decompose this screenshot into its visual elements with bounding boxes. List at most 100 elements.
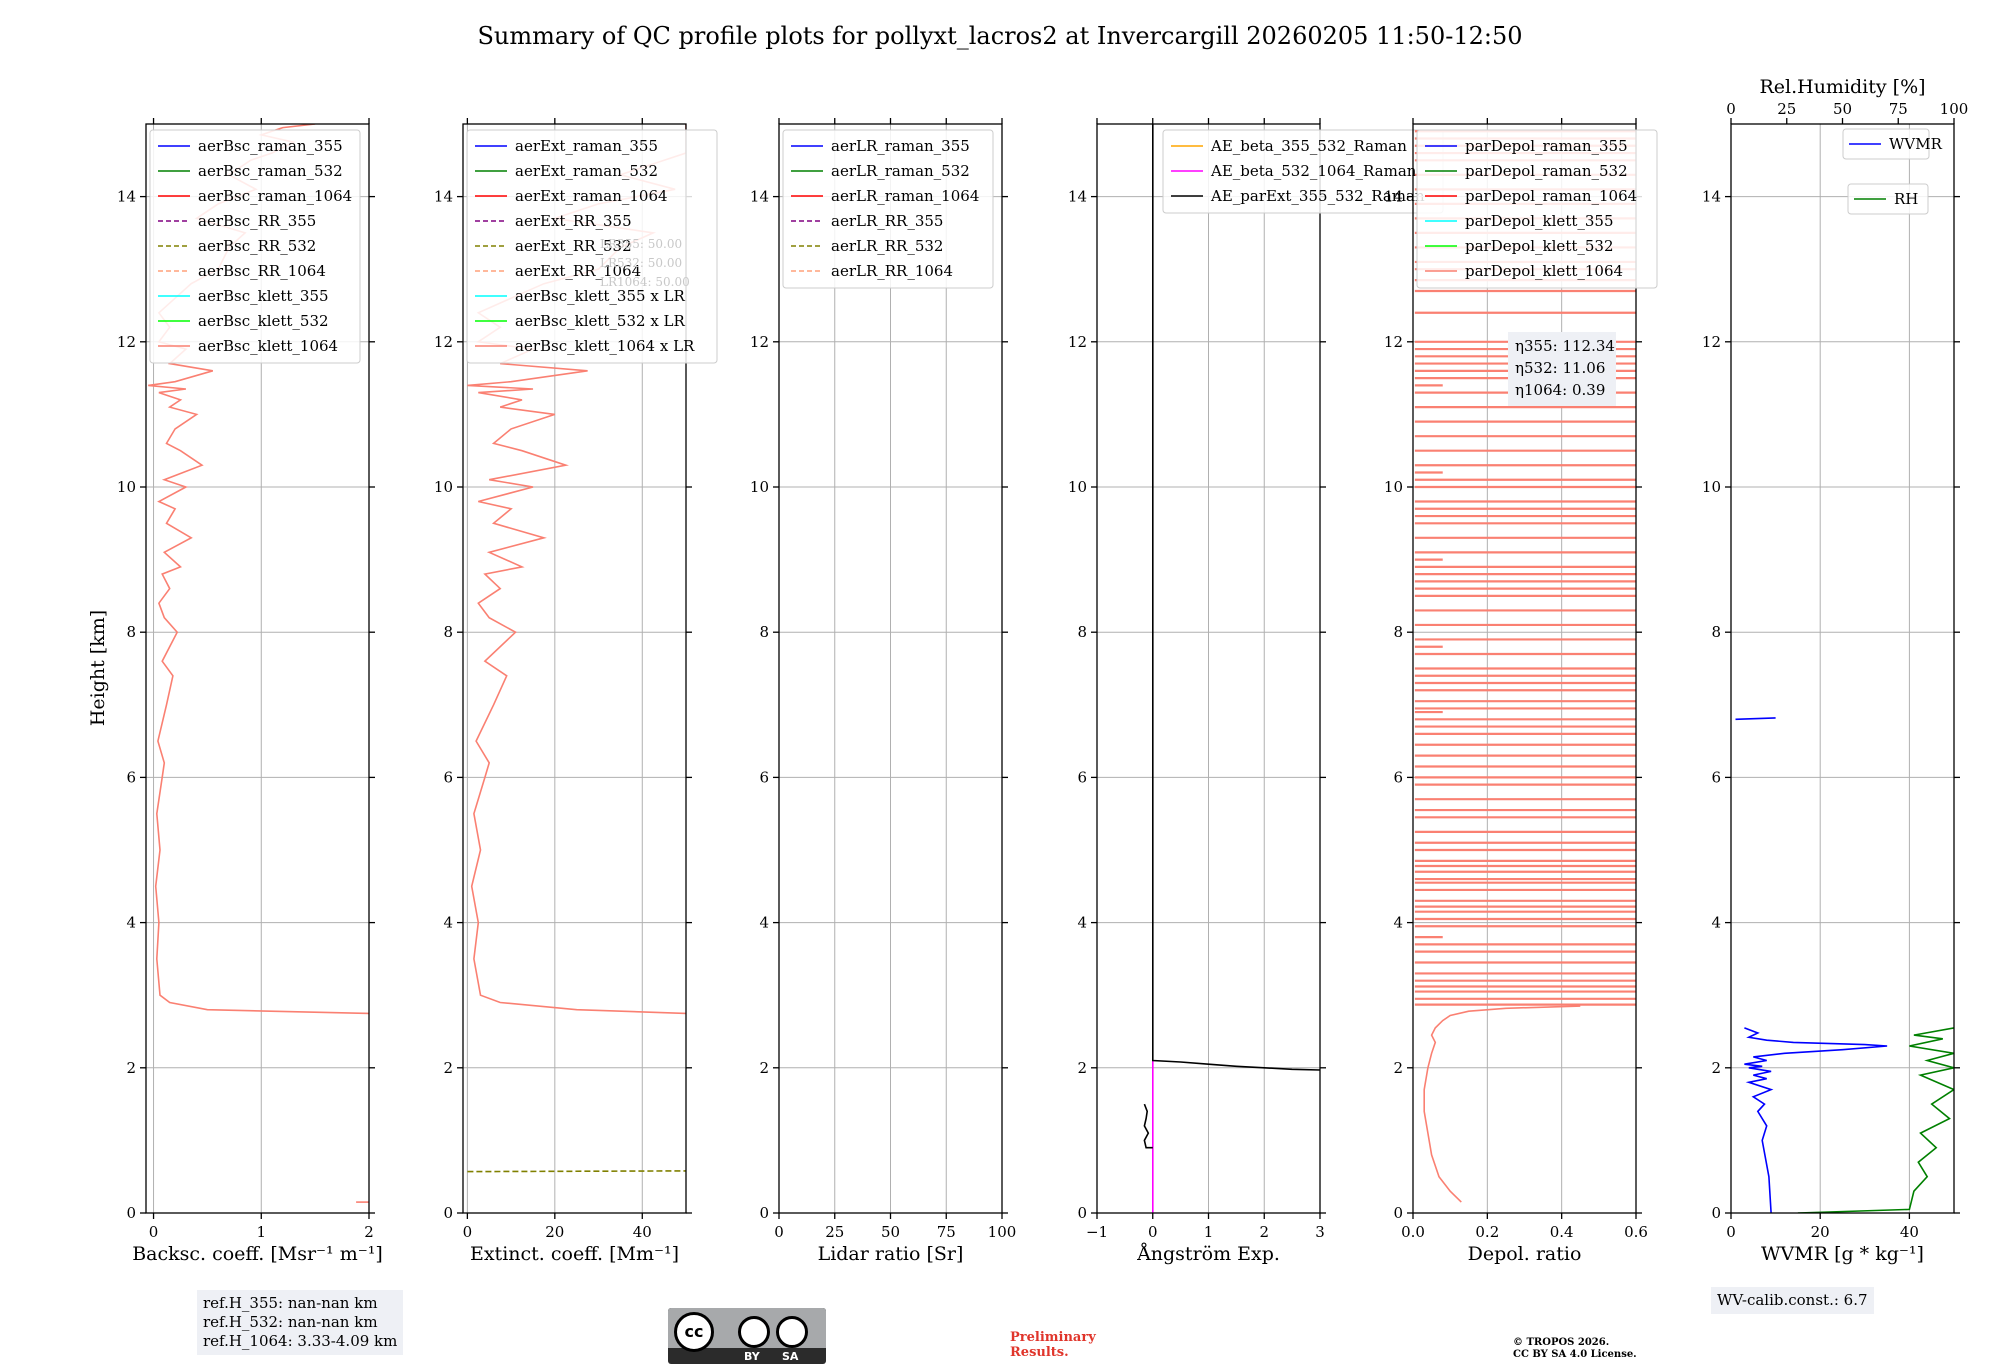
depol-eta-label-2: η1064: 0.39 bbox=[1515, 381, 1605, 399]
wv-series-WVMR_6.8 bbox=[1735, 717, 1776, 721]
wv-ytick-label-10: 10 bbox=[1702, 478, 1721, 496]
ae-xtick-label-4: 3 bbox=[1315, 1223, 1325, 1241]
ext-xtick-label-1: 20 bbox=[545, 1223, 564, 1241]
ext-ytick-label-8: 8 bbox=[443, 623, 453, 641]
bsc-xtick-label-0: 0 bbox=[149, 1223, 159, 1241]
wv-ytick-label-2: 2 bbox=[1711, 1059, 1721, 1077]
tropos-line-1: © TROPOS 2026. bbox=[1513, 1337, 1610, 1348]
wv-x2tick-label-4: 100 bbox=[1940, 100, 1969, 118]
refh-355: ref.H_355: nan-nan km bbox=[203, 1294, 378, 1312]
ref-height-box: ref.H_355: nan-nan km ref.H_532: nan-nan… bbox=[197, 1290, 404, 1355]
ae-ytick-label-14: 14 bbox=[1068, 188, 1087, 206]
cc-sa-label: SA bbox=[782, 1350, 799, 1363]
wv-ytick-label-8: 8 bbox=[1711, 623, 1721, 641]
wv-xtick-label-1: 20 bbox=[1811, 1223, 1830, 1241]
wv-ytick-label-12: 12 bbox=[1702, 333, 1721, 351]
bsc-ytick-label-4: 4 bbox=[126, 914, 136, 932]
depol-eta-label-1: η532: 11.06 bbox=[1515, 359, 1605, 377]
lr-xtick-label-1: 25 bbox=[825, 1223, 844, 1241]
ext-ytick-label-0: 0 bbox=[443, 1204, 453, 1222]
depol-xtick-label-3: 0.6 bbox=[1624, 1223, 1648, 1241]
bsc-legend-label-2: aerBsc_raman_1064 bbox=[198, 187, 352, 205]
depol-frame bbox=[1412, 123, 1637, 1214]
wv-x2tick-label-1: 25 bbox=[1777, 100, 1796, 118]
ext-lr-label-2: LR1064: 50.00 bbox=[600, 275, 690, 289]
preliminary-note: Preliminary Results. bbox=[1010, 1330, 1096, 1360]
lr-ytick-label-0: 0 bbox=[759, 1204, 769, 1222]
lr-legend-label-1: aerLR_raman_532 bbox=[831, 162, 970, 180]
lr-xlabel: Lidar ratio [Sr] bbox=[818, 1243, 964, 1265]
lr-xtick-label-0: 0 bbox=[774, 1223, 784, 1241]
by-person-icon bbox=[738, 1316, 770, 1348]
figure-title: Summary of QC profile plots for pollyxt_… bbox=[477, 22, 1523, 50]
lr-legend-label-2: aerLR_raman_1064 bbox=[831, 187, 979, 205]
cc-icon: cc bbox=[674, 1312, 714, 1352]
ext-lr-label-1: LR532: 50.00 bbox=[600, 256, 682, 270]
sa-share-icon bbox=[776, 1316, 808, 1348]
lr-xtick-label-4: 100 bbox=[988, 1223, 1017, 1241]
depol-legend-label-5: parDepol_klett_1064 bbox=[1465, 262, 1623, 280]
wv-x2tick-label-0: 0 bbox=[1726, 100, 1736, 118]
ext-legend-label-4: aerExt_RR_532 bbox=[515, 237, 632, 255]
lr-legend-label-3: aerLR_RR_355 bbox=[831, 212, 943, 230]
bsc-ytick-label-6: 6 bbox=[126, 768, 136, 786]
prelim-line-2: Results. bbox=[1010, 1345, 1069, 1360]
lr-ytick-label-6: 6 bbox=[759, 768, 769, 786]
bsc-legend-label-4: aerBsc_RR_532 bbox=[198, 237, 316, 255]
ext-series-aerExt_RR_532 bbox=[467, 1170, 686, 1173]
wv-legend-box-1 bbox=[1847, 183, 1929, 215]
cc-license-logo: cc BY SA bbox=[668, 1308, 826, 1364]
bsc-legend-label-8: aerBsc_klett_1064 bbox=[198, 337, 338, 355]
ae-ytick-label-0: 0 bbox=[1077, 1204, 1087, 1222]
lr-ytick-label-10: 10 bbox=[750, 478, 769, 496]
lr-ytick-label-4: 4 bbox=[759, 914, 769, 932]
lr-ytick-label-14: 14 bbox=[750, 188, 769, 206]
bsc-xlabel: Backsc. coeff. [Msr⁻¹ m⁻¹] bbox=[132, 1243, 383, 1265]
bsc-legend-label-1: aerBsc_raman_532 bbox=[198, 162, 343, 180]
ext-ytick-label-2: 2 bbox=[443, 1059, 453, 1077]
depol-xtick-label-0: 0.0 bbox=[1401, 1223, 1425, 1241]
bsc-ytick-label-10: 10 bbox=[117, 478, 136, 496]
bsc-legend-label-0: aerBsc_raman_355 bbox=[198, 137, 343, 155]
ext-ytick-label-14: 14 bbox=[434, 188, 453, 206]
ext-ytick-label-12: 12 bbox=[434, 333, 453, 351]
depol-xtick-label-1: 0.2 bbox=[1475, 1223, 1499, 1241]
ext-ytick-label-4: 4 bbox=[443, 914, 453, 932]
depol-xtick-label-2: 0.4 bbox=[1550, 1223, 1574, 1241]
lr-ytick-label-2: 2 bbox=[759, 1059, 769, 1077]
refh-1064: ref.H_1064: 3.33-4.09 km bbox=[203, 1332, 398, 1350]
bsc-ytick-label-2: 2 bbox=[126, 1059, 136, 1077]
wv-ytick-label-0: 0 bbox=[1711, 1204, 1721, 1222]
bsc-legend-label-3: aerBsc_RR_355 bbox=[198, 212, 316, 230]
ext-legend-label-0: aerExt_raman_355 bbox=[515, 137, 658, 155]
bsc-legend-label-7: aerBsc_klett_532 bbox=[198, 312, 329, 330]
ext-legend-label-5: aerExt_RR_1064 bbox=[515, 262, 641, 280]
bsc-xtick-label-2: 2 bbox=[364, 1223, 374, 1241]
lr-ytick-label-12: 12 bbox=[750, 333, 769, 351]
ext-legend-label-7: aerBsc_klett_532 x LR bbox=[515, 312, 686, 330]
ae-legend-label-0: AE_beta_355_532_Raman bbox=[1210, 137, 1407, 155]
depol-legend-box bbox=[1416, 129, 1658, 289]
bsc-legend-label-6: aerBsc_klett_355 bbox=[198, 287, 329, 305]
bsc-ytick-label-14: 14 bbox=[117, 188, 136, 206]
depol-ytick-label-4: 4 bbox=[1393, 914, 1403, 932]
lr-legend-label-0: aerLR_raman_355 bbox=[831, 137, 970, 155]
depol-legend-label-3: parDepol_klett_355 bbox=[1465, 212, 1614, 230]
ae-legend-label-2: AE_parExt_355_532_Raman bbox=[1210, 187, 1425, 205]
cc-by-label: BY bbox=[744, 1350, 760, 1363]
wv-xtick-label-2: 40 bbox=[1900, 1223, 1919, 1241]
ae-xtick-label-0: −1 bbox=[1086, 1223, 1108, 1241]
ae-xtick-label-1: 0 bbox=[1148, 1223, 1158, 1241]
ext-ytick-label-10: 10 bbox=[434, 478, 453, 496]
ae-xlabel: Ångström Exp. bbox=[1136, 1243, 1280, 1265]
ext-legend-box bbox=[466, 129, 718, 364]
prelim-line-1: Preliminary bbox=[1010, 1330, 1096, 1345]
depol-ytick-label-8: 8 bbox=[1393, 623, 1403, 641]
wv-x2label: Rel.Humidity [%] bbox=[1759, 76, 1925, 98]
depol-ytick-label-12: 12 bbox=[1384, 333, 1403, 351]
wv-legend-label-0: WVMR bbox=[1889, 135, 1943, 153]
ae-ytick-label-4: 4 bbox=[1077, 914, 1087, 932]
ext-legend-label-1: aerExt_raman_532 bbox=[515, 162, 658, 180]
bsc-legend-label-5: aerBsc_RR_1064 bbox=[198, 262, 326, 280]
